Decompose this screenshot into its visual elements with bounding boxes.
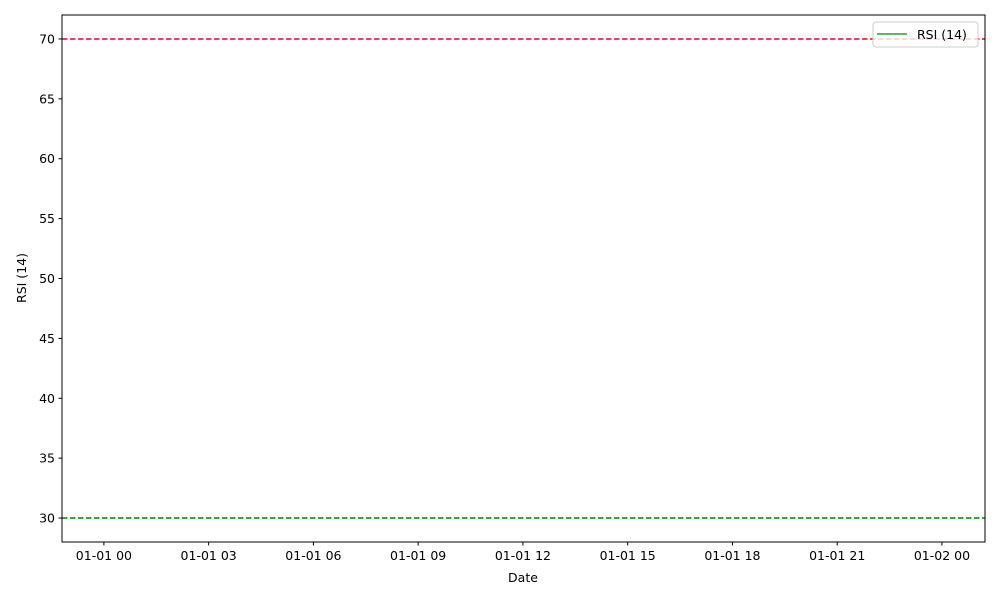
y-tick-label: 55 [39,211,55,226]
y-tick-label: 35 [39,451,55,466]
y-tick-label: 50 [39,271,55,286]
x-tick-label: 01-01 03 [181,548,237,563]
x-tick-label: 01-01 06 [285,548,341,563]
y-tick-label: 60 [39,151,55,166]
legend: RSI (14) [872,21,979,48]
x-tick-label: 01-01 21 [809,548,865,563]
y-tick-label: 65 [39,91,55,106]
x-axis-label: Date [508,570,538,585]
x-tick-label: 01-01 09 [390,548,446,563]
y-tick-label: 40 [39,391,55,406]
y-tick-label: 70 [39,31,55,46]
legend-box [872,21,979,48]
x-tick-label: 01-01 00 [76,548,132,563]
x-tick-label: 01-01 12 [495,548,551,563]
axes-frame [61,14,986,543]
y-tick-label: 30 [39,511,55,526]
x-tick-label: 01-01 15 [600,548,656,563]
legend-label-rsi: RSI (14) [917,27,967,42]
y-axis-label: RSI (14) [14,253,29,303]
y-tick-label: 45 [39,331,55,346]
x-tick-label: 01-01 18 [704,548,760,563]
x-tick-label: 01-02 00 [914,548,970,563]
